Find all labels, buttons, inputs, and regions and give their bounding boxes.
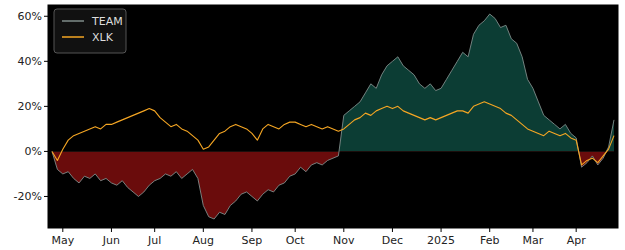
x-tick: [441, 228, 442, 232]
y-tick-label: 20%: [18, 100, 42, 113]
plot-area: [48, 5, 618, 228]
x-tick: [295, 228, 296, 232]
y-tick-label: 60%: [18, 10, 42, 23]
y-tick: [44, 151, 48, 152]
y-tick-label: 40%: [18, 55, 42, 68]
x-tick-label: Jul: [147, 234, 161, 247]
y-tick: [44, 61, 48, 62]
marks: [52, 14, 614, 219]
x-tick-label: Nov: [333, 234, 355, 247]
x-tick-label: 2025: [427, 234, 455, 247]
x-tick: [576, 228, 577, 232]
x-tick: [392, 228, 393, 232]
x-tick-label: Dec: [382, 234, 403, 247]
x-tick: [203, 228, 204, 232]
x-tick: [489, 228, 490, 232]
frame: [48, 5, 618, 228]
x-tick-label: Apr: [567, 234, 587, 247]
legend-label: XLK: [92, 31, 114, 44]
y-tick-label: -20%: [14, 190, 42, 203]
y-tick-label: 0%: [25, 145, 42, 158]
legend: TEAM XLK: [54, 9, 126, 53]
y-tick: [44, 106, 48, 107]
x-tick: [343, 228, 344, 232]
x-tick-label: Sep: [242, 234, 263, 247]
x-tick-label: Jun: [102, 234, 120, 247]
x-tick-label: May: [51, 234, 74, 247]
x-tick-label: Oct: [286, 234, 306, 247]
area-negative: [52, 151, 614, 219]
x-tick: [62, 228, 63, 232]
y-tick: [44, 196, 48, 197]
line-xlk: [52, 102, 614, 165]
y-tick: [44, 16, 48, 17]
legend-label: TEAM: [91, 15, 123, 28]
legend-swatch: [62, 20, 84, 22]
x-tick: [111, 228, 112, 232]
area-positive: [52, 14, 614, 151]
legend-box: [54, 9, 126, 53]
x-tick: [154, 228, 155, 232]
chart: -20% 0% 20% 40% 60% May Jun Jul Aug Sep Oct Nov Dec 2…: [0, 0, 625, 250]
line-team: [52, 14, 614, 219]
x-tick-label: Aug: [193, 234, 214, 247]
x-tick: [532, 228, 533, 232]
legend-swatch: [62, 36, 84, 38]
x-tick: [251, 228, 252, 232]
x-tick-label: Feb: [480, 234, 499, 247]
x-tick-label: Mar: [523, 234, 544, 247]
